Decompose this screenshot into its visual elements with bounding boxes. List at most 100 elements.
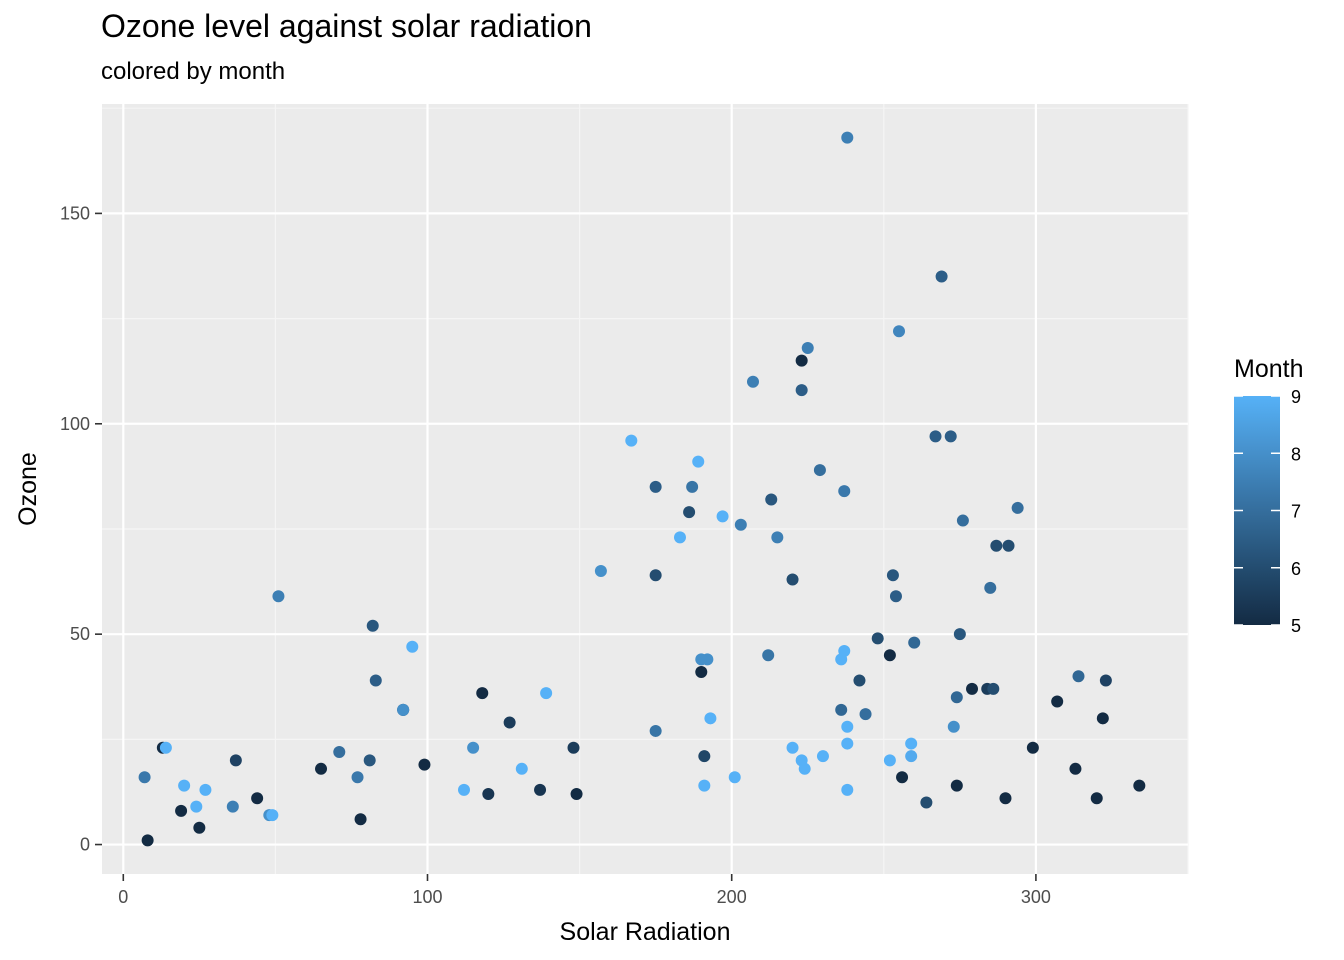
data-point	[673, 531, 686, 544]
data-point	[226, 800, 239, 813]
data-point	[695, 666, 708, 679]
data-point	[482, 788, 495, 801]
plot-panel	[102, 104, 1188, 874]
data-point	[838, 485, 851, 498]
data-point	[686, 480, 699, 493]
data-point	[795, 384, 808, 397]
data-point	[363, 754, 376, 767]
data-point	[594, 565, 607, 578]
data-point	[987, 682, 1000, 695]
legend-tick-label: 5	[1291, 616, 1301, 636]
data-point	[178, 779, 191, 792]
data-point	[908, 636, 921, 649]
data-point	[950, 691, 963, 704]
data-point	[695, 653, 708, 666]
data-point	[905, 750, 918, 763]
data-point	[883, 649, 896, 662]
data-point	[886, 569, 899, 582]
data-point	[816, 750, 829, 763]
data-point	[771, 531, 784, 544]
data-point	[801, 342, 814, 355]
data-point	[1069, 762, 1082, 775]
legend-tick-label: 6	[1291, 559, 1301, 579]
grid-minor	[102, 104, 1189, 874]
data-point	[966, 682, 979, 695]
data-point	[929, 430, 942, 443]
data-point	[786, 573, 799, 586]
data-point	[397, 703, 410, 716]
y-tick-label: 0	[80, 835, 90, 855]
data-point	[734, 518, 747, 531]
color-legend: Month 5 6 7 8 9	[1234, 355, 1303, 636]
legend-ticks: 5 6 7 8 9	[1234, 387, 1301, 636]
data-point	[418, 758, 431, 771]
data-point	[889, 590, 902, 603]
chart-subtitle: colored by month	[101, 58, 286, 85]
data-point	[1090, 792, 1103, 805]
x-axis: 0 100 200 300	[118, 874, 1051, 907]
data-point	[229, 754, 242, 767]
data-point	[649, 480, 662, 493]
chart-title: Ozone level against solar radiation	[101, 8, 592, 44]
data-point	[458, 783, 470, 796]
data-point	[190, 800, 203, 813]
data-point	[956, 514, 969, 527]
data-point	[835, 703, 848, 716]
data-point	[649, 724, 662, 737]
data-point	[947, 720, 960, 733]
data-point	[765, 493, 778, 506]
data-point	[999, 792, 1012, 805]
data-point	[369, 674, 382, 687]
x-tick-label: 300	[1021, 887, 1051, 907]
data-point	[354, 813, 367, 826]
data-point	[853, 674, 866, 687]
data-point	[1072, 670, 1085, 683]
data-point	[199, 783, 212, 796]
data-point	[798, 762, 811, 775]
data-point	[859, 708, 872, 721]
y-tick-label: 100	[60, 414, 90, 434]
data-point	[838, 644, 851, 657]
data-point	[175, 804, 188, 817]
legend-tick-label: 9	[1291, 387, 1301, 407]
grid-major	[102, 104, 1188, 874]
y-tick-label: 150	[60, 203, 90, 223]
data-point	[649, 569, 662, 582]
data-point	[698, 750, 711, 763]
data-point	[540, 687, 553, 700]
data-point	[570, 788, 583, 801]
data-point	[728, 771, 741, 784]
data-point	[476, 687, 489, 700]
data-point	[871, 632, 884, 645]
data-point	[953, 628, 966, 641]
data-point	[920, 796, 933, 809]
data-points	[138, 131, 1146, 847]
x-tick-label: 0	[118, 887, 128, 907]
data-point	[366, 619, 379, 632]
data-point	[1096, 712, 1109, 725]
data-point	[315, 762, 328, 775]
data-point	[944, 430, 957, 443]
data-point	[406, 640, 419, 653]
x-tick-label: 100	[412, 887, 442, 907]
data-point	[762, 649, 775, 662]
data-point	[251, 792, 264, 805]
data-point	[896, 771, 909, 784]
data-point	[1051, 695, 1064, 708]
data-point	[141, 834, 154, 847]
x-tick-label: 200	[717, 887, 747, 907]
data-point	[841, 720, 854, 733]
legend-tick-label: 7	[1291, 502, 1301, 522]
data-point	[795, 354, 808, 367]
legend-tick-label: 8	[1291, 444, 1301, 464]
y-axis: 0 50 100 150	[60, 203, 102, 855]
data-point	[716, 510, 729, 523]
data-point	[683, 506, 696, 519]
data-point	[841, 131, 854, 144]
data-point	[692, 455, 705, 468]
data-point	[746, 375, 759, 388]
data-point	[950, 779, 963, 792]
data-point	[813, 464, 826, 477]
data-point	[893, 325, 906, 338]
